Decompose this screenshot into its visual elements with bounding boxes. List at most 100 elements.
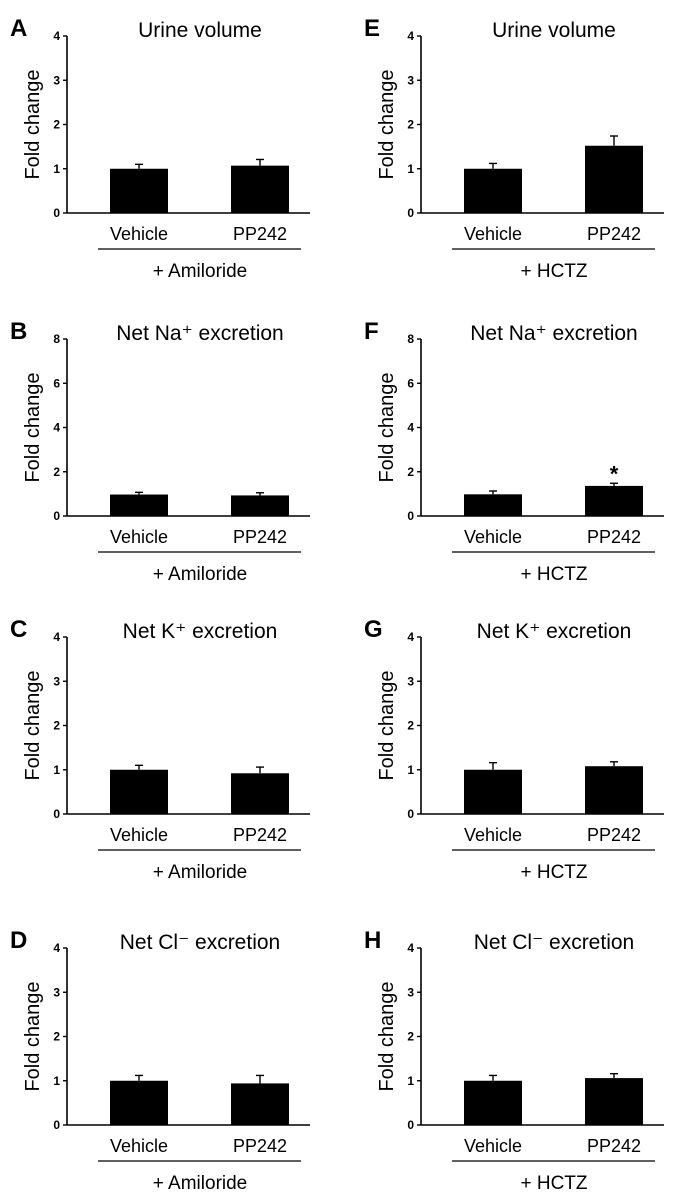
- category-label: Vehicle: [464, 527, 522, 547]
- bar-pp242: [231, 773, 289, 814]
- y-tick-label: 3: [53, 73, 60, 87]
- panel-title: Net Na⁺ excretion: [116, 322, 284, 345]
- panel-letter: B: [10, 318, 27, 345]
- y-tick-label: 3: [407, 73, 414, 87]
- panel-f: F Net Na⁺ excretion Fold change 0 2 4 6 8 Vehicl…: [364, 318, 664, 585]
- y-tick-label: 2: [407, 1030, 414, 1044]
- bar-vehicle: [464, 769, 522, 814]
- category-label: PP242: [587, 825, 641, 845]
- y-tick-label: 2: [53, 719, 60, 733]
- y-tick-label: 4: [407, 29, 414, 43]
- bar-pp242: [231, 165, 289, 213]
- y-tick-label: 2: [53, 1030, 60, 1044]
- y-tick-label: 0: [407, 206, 414, 220]
- y-tick-label: 6: [53, 376, 60, 390]
- panel-h: H Net Cl⁻ excretion Fold change 0 1 2 3 4 Vehicl…: [364, 927, 664, 1194]
- bar-vehicle: [464, 168, 522, 213]
- bar-vehicle: [110, 1080, 168, 1125]
- y-tick-label: 0: [407, 1118, 414, 1132]
- y-tick-label: 6: [407, 376, 414, 390]
- y-tick-label: 4: [407, 421, 414, 435]
- y-axis-label: Fold change: [376, 670, 398, 780]
- panel-c: C Net K⁺ excretion Fold change 0 1 2 3 4 Vehicle…: [10, 616, 310, 883]
- y-tick-label: 1: [407, 162, 414, 176]
- treatment-label: + Amiloride: [153, 1173, 248, 1194]
- y-tick-label: 3: [407, 985, 414, 999]
- treatment-label: + HCTZ: [520, 862, 587, 883]
- y-axis-label: Fold change: [22, 372, 44, 482]
- panel-letter: D: [10, 927, 27, 954]
- panel-a: A Urine volume Fold change 0 1 2 3 4 Vehicle PP24…: [10, 15, 310, 282]
- panel-g: G Net K⁺ excretion Fold change 0 1 2 3 4 Vehicle…: [364, 616, 664, 883]
- y-tick-label: 1: [53, 1074, 60, 1088]
- y-tick-label: 2: [53, 465, 60, 479]
- bar-vehicle: [110, 494, 168, 516]
- bar-vehicle: [464, 1080, 522, 1125]
- panel-e: E Urine volume Fold change 0 1 2 3 4 Vehicle PP24…: [364, 15, 664, 282]
- category-label: PP242: [233, 527, 287, 547]
- category-label: PP242: [587, 1136, 641, 1156]
- y-tick-label: 4: [53, 630, 60, 644]
- panel-letter: A: [10, 15, 27, 42]
- category-label: Vehicle: [464, 224, 522, 244]
- panel-title: Net K⁺ excretion: [477, 620, 632, 643]
- panel-b: B Net Na⁺ excretion Fold change 0 2 4 6 8 Vehicl…: [10, 318, 310, 585]
- panel-title: Net Cl⁻ excretion: [474, 931, 634, 954]
- y-tick-label: 1: [53, 162, 60, 176]
- y-tick-label: 0: [407, 807, 414, 821]
- y-tick-label: 0: [53, 206, 60, 220]
- y-tick-label: 4: [53, 941, 60, 955]
- panel-letter: F: [364, 318, 379, 345]
- significance-marker: *: [610, 461, 619, 486]
- panel-title: Urine volume: [138, 19, 262, 42]
- y-tick-label: 2: [407, 118, 414, 132]
- category-label: Vehicle: [110, 224, 168, 244]
- panel-letter: C: [10, 616, 27, 643]
- y-axis-label: Fold change: [22, 670, 44, 780]
- panel-title: Net Cl⁻ excretion: [120, 931, 280, 954]
- y-tick-label: 2: [407, 719, 414, 733]
- y-tick-label: 1: [407, 1074, 414, 1088]
- category-label: Vehicle: [464, 825, 522, 845]
- panel-letter: E: [364, 15, 380, 42]
- y-tick-label: 4: [407, 630, 414, 644]
- category-label: Vehicle: [464, 1136, 522, 1156]
- panel-title: Urine volume: [492, 19, 616, 42]
- treatment-label: + HCTZ: [520, 564, 587, 585]
- y-tick-label: 0: [53, 509, 60, 523]
- y-tick-label: 2: [53, 118, 60, 132]
- y-tick-label: 3: [53, 674, 60, 688]
- category-label: Vehicle: [110, 825, 168, 845]
- panel-d: D Net Cl⁻ excretion Fold change 0 1 2 3 4 Vehicl…: [10, 927, 310, 1194]
- bar-pp242: [585, 766, 643, 814]
- y-tick-label: 3: [53, 985, 60, 999]
- category-label: PP242: [587, 224, 641, 244]
- panel-letter: H: [364, 927, 381, 954]
- bar-pp242: [231, 1083, 289, 1125]
- treatment-label: + HCTZ: [520, 261, 587, 282]
- category-label: PP242: [587, 527, 641, 547]
- bar-vehicle: [110, 769, 168, 814]
- category-label: PP242: [233, 1136, 287, 1156]
- y-tick-label: 0: [407, 509, 414, 523]
- treatment-label: + Amiloride: [153, 261, 248, 282]
- y-tick-label: 1: [53, 763, 60, 777]
- y-axis-label: Fold change: [376, 372, 398, 482]
- treatment-label: + HCTZ: [520, 1173, 587, 1194]
- category-label: Vehicle: [110, 527, 168, 547]
- y-tick-label: 8: [53, 332, 60, 346]
- panel-title: Net K⁺ excretion: [123, 620, 278, 643]
- y-axis-label: Fold change: [376, 981, 398, 1091]
- panel-title: Net Na⁺ excretion: [470, 322, 638, 345]
- y-tick-label: 3: [407, 674, 414, 688]
- panel-letter: G: [364, 616, 383, 643]
- category-label: PP242: [233, 224, 287, 244]
- bar-pp242: [585, 485, 643, 516]
- y-tick-label: 1: [407, 763, 414, 777]
- category-label: PP242: [233, 825, 287, 845]
- category-label: Vehicle: [110, 1136, 168, 1156]
- y-tick-label: 8: [407, 332, 414, 346]
- y-axis-label: Fold change: [22, 981, 44, 1091]
- y-tick-label: 4: [407, 941, 414, 955]
